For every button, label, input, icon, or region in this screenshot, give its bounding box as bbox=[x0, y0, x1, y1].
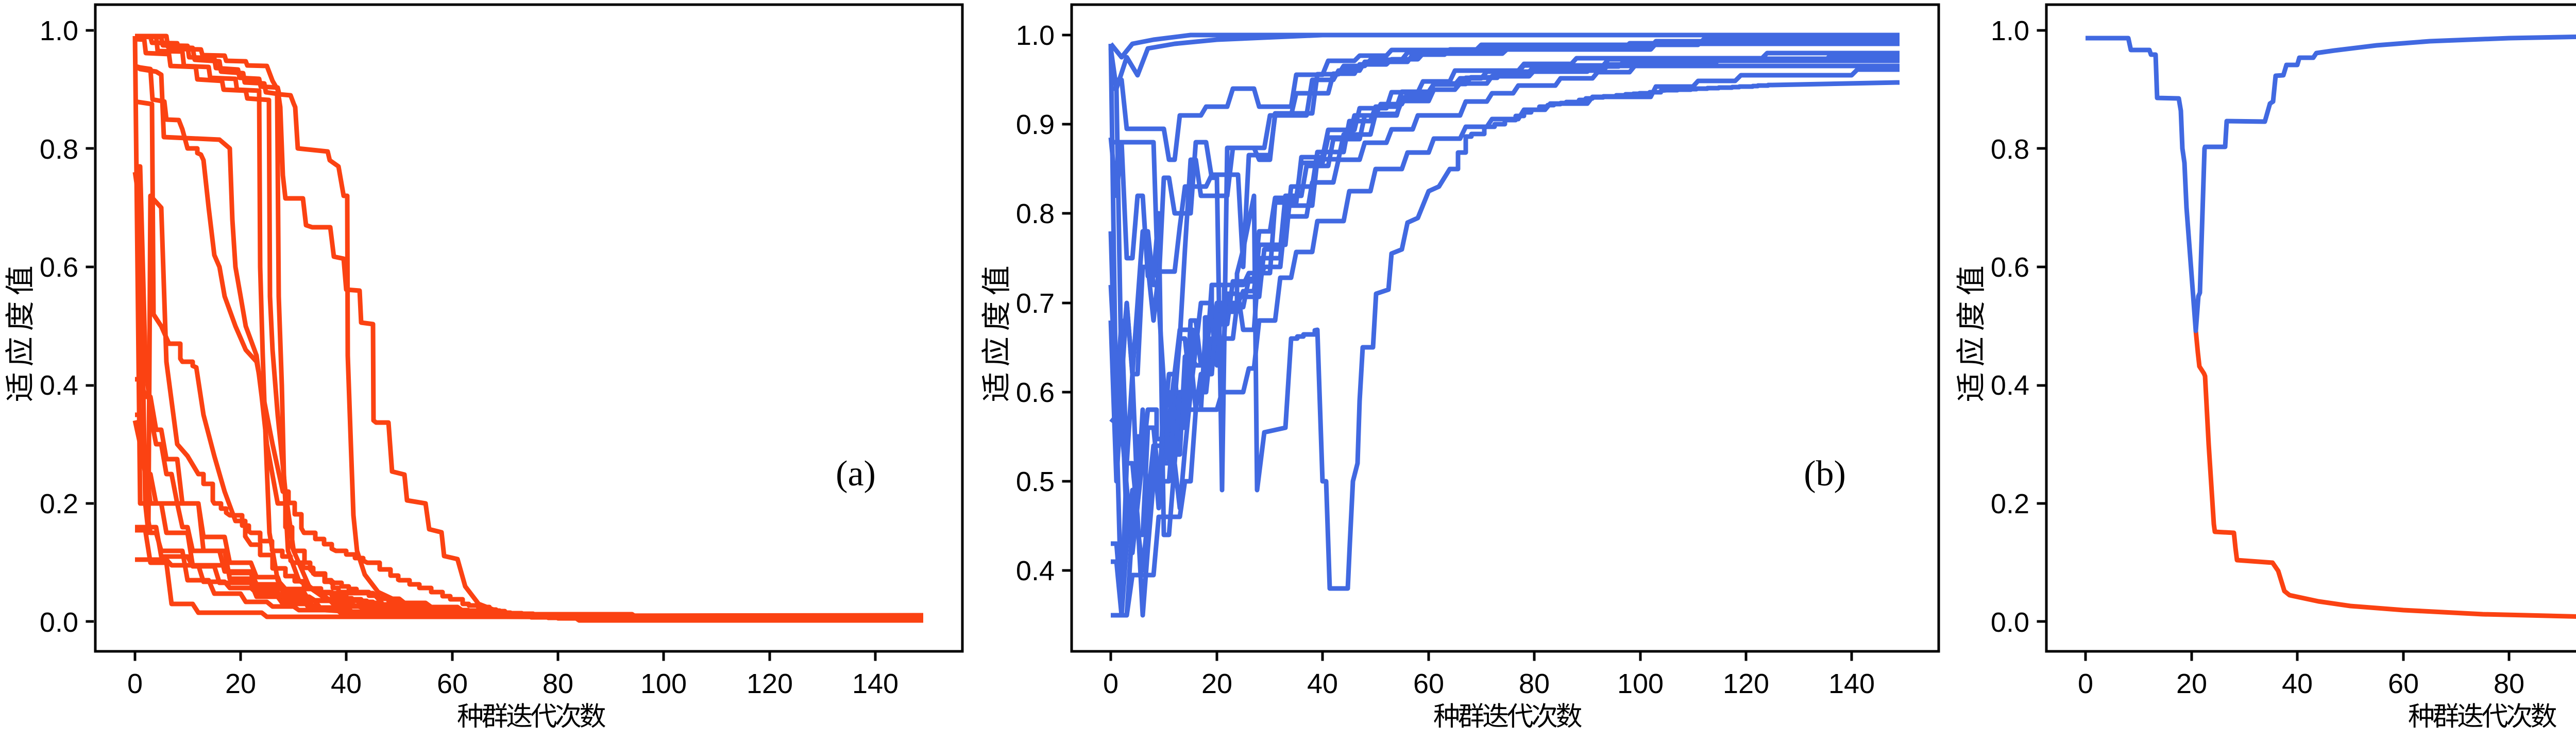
svg-text:0.9: 0.9 bbox=[1016, 109, 1055, 140]
svg-text:0.7: 0.7 bbox=[1016, 288, 1055, 319]
svg-text:0.8: 0.8 bbox=[40, 134, 78, 165]
svg-text:80: 80 bbox=[1519, 668, 1550, 699]
svg-text:60: 60 bbox=[437, 668, 468, 699]
svg-text:0.6: 0.6 bbox=[1991, 252, 2029, 283]
svg-text:80: 80 bbox=[2494, 668, 2524, 699]
svg-text:0.8: 0.8 bbox=[1016, 198, 1055, 229]
svg-text:120: 120 bbox=[1723, 668, 1769, 699]
svg-text:0: 0 bbox=[1103, 668, 1118, 699]
svg-text:(a): (a) bbox=[836, 454, 876, 494]
svg-text:100: 100 bbox=[1617, 668, 1664, 699]
svg-text:0.4: 0.4 bbox=[1016, 555, 1055, 586]
svg-text:0.0: 0.0 bbox=[40, 607, 78, 638]
svg-text:1.0: 1.0 bbox=[40, 15, 78, 46]
svg-text:(b): (b) bbox=[1804, 454, 1846, 494]
svg-text:80: 80 bbox=[543, 668, 573, 699]
svg-text:40: 40 bbox=[1307, 668, 1338, 699]
svg-text:0.8: 0.8 bbox=[1991, 134, 2029, 165]
svg-text:0.2: 0.2 bbox=[40, 489, 78, 519]
svg-text:20: 20 bbox=[1201, 668, 1232, 699]
svg-text:20: 20 bbox=[2176, 668, 2207, 699]
svg-text:100: 100 bbox=[640, 668, 687, 699]
svg-text:0.6: 0.6 bbox=[40, 252, 78, 283]
svg-text:140: 140 bbox=[1828, 668, 1875, 699]
svg-text:0.5: 0.5 bbox=[1016, 466, 1055, 497]
svg-text:40: 40 bbox=[2282, 668, 2313, 699]
svg-text:60: 60 bbox=[2388, 668, 2419, 699]
svg-text:0.4: 0.4 bbox=[1991, 370, 2029, 401]
svg-text:0.0: 0.0 bbox=[1991, 607, 2029, 638]
svg-text:60: 60 bbox=[1413, 668, 1444, 699]
svg-text:0.6: 0.6 bbox=[1016, 377, 1055, 408]
svg-text:0: 0 bbox=[127, 668, 143, 699]
svg-text:1.0: 1.0 bbox=[1016, 20, 1055, 51]
svg-text:1.0: 1.0 bbox=[1991, 15, 2029, 46]
svg-text:120: 120 bbox=[747, 668, 793, 699]
svg-text:140: 140 bbox=[852, 668, 899, 699]
svg-text:20: 20 bbox=[225, 668, 256, 699]
svg-text:0.4: 0.4 bbox=[40, 370, 78, 401]
svg-text:0.2: 0.2 bbox=[1991, 489, 2029, 519]
svg-text:0: 0 bbox=[2078, 668, 2093, 699]
svg-text:40: 40 bbox=[331, 668, 362, 699]
